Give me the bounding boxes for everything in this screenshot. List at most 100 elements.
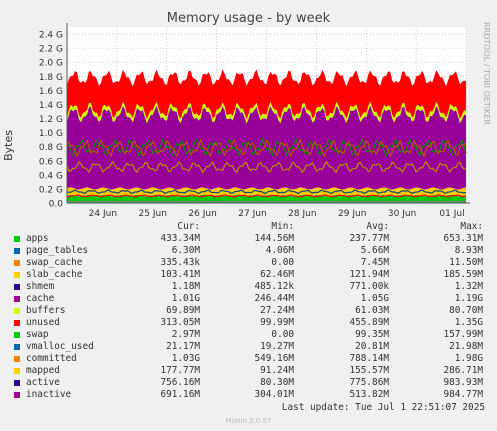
legend-swatch: [14, 380, 20, 386]
y-tick-label: 2.0 G: [39, 59, 63, 69]
legend-value-min: 27.24M: [260, 305, 294, 316]
x-tick-label: 28 Jun: [288, 209, 316, 219]
legend-value-cur: 691.16M: [160, 389, 200, 400]
y-tick-label: 0.4 G: [39, 171, 63, 181]
legend-swatch: [14, 344, 20, 350]
legend-swatch: [14, 320, 20, 326]
legend-value-min: 99.99M: [260, 317, 294, 328]
legend-value-min: 62.46M: [260, 269, 294, 280]
y-tick-label: 0.6 G: [39, 157, 63, 167]
legend-value-cur: 1.01G: [171, 293, 200, 304]
y-tick-label: 1.0 G: [39, 129, 63, 139]
legend-value-max: 80.70M: [449, 305, 483, 316]
legend-value-min: 304.01M: [254, 389, 294, 400]
legend-value-max: 8.93M: [454, 245, 483, 256]
legend-row-vmalloc-used: vmalloc_used 21.17M 19.27M 20.81M 21.98M: [0, 341, 497, 353]
legend-header: Cur: Min: Avg: Max:: [0, 221, 497, 233]
area-unused: [67, 69, 466, 120]
legend-value-max: 1.19G: [454, 293, 483, 304]
chart-canvas: 0.0 0.2 G 0.4 G 0.6 G 0.8 G 1.0 G 1.2 G 1.4 G 1.…: [39, 23, 470, 219]
legend-value-avg: 7.45M: [360, 257, 389, 268]
legend-series-name: shmem: [26, 281, 55, 292]
legend-value-avg: 1.05G: [360, 293, 389, 304]
legend: Cur: Min: Avg: Max: apps 433.34M 144.56M 23…: [0, 221, 497, 401]
area-slab-cache: [67, 187, 466, 197]
legend-swatch: [14, 356, 20, 362]
legend-value-cur: 335.43k: [160, 257, 200, 268]
legend-swatch: [14, 368, 20, 374]
line-committed: [66, 137, 467, 158]
legend-value-cur: 6.30M: [171, 245, 200, 256]
legend-value-avg: 771.00k: [349, 281, 389, 292]
legend-value-max: 286.71M: [443, 365, 483, 376]
legend-value-max: 11.50M: [449, 257, 483, 268]
x-tick-label: 24 Jun: [89, 209, 117, 219]
legend-row-slab-cache: slab_cache 103.41M 62.46M 121.94M 185.59M: [0, 269, 497, 281]
legend-value-cur: 69.89M: [166, 305, 200, 316]
legend-swatch: [14, 272, 20, 278]
legend-value-cur: 177.77M: [160, 365, 200, 376]
series-lines: [66, 137, 467, 203]
legend-row-buffers: buffers 69.89M 27.24M 61.03M 80.70M: [0, 305, 497, 317]
legend-value-max: 1.98G: [454, 353, 483, 364]
legend-value-avg: 513.82M: [349, 389, 389, 400]
legend-rows: apps 433.34M 144.56M 237.77M 653.31M page_tab…: [0, 233, 497, 401]
legend-row-cache: cache 1.01G 246.44M 1.05G 1.19G: [0, 293, 497, 305]
y-tick-label: 2.2 G: [39, 45, 63, 55]
axes: 0.0 0.2 G 0.4 G 0.6 G 0.8 G 1.0 G 1.2 G 1.4 G 1.…: [39, 23, 470, 219]
y-tick-label: 1.2 G: [39, 115, 63, 125]
legend-value-min: 19.27M: [260, 341, 294, 352]
line-swap: [66, 194, 466, 198]
legend-series-name: unused: [26, 317, 60, 328]
legend-row-page-tables: page_tables 6.30M 4.06M 5.66M 8.93M: [0, 245, 497, 257]
legend-value-cur: 756.16M: [160, 377, 200, 388]
x-tick-label: 01 Jul: [439, 209, 464, 219]
y-tick-label: 1.6 G: [39, 87, 63, 97]
legend-swatch: [14, 260, 20, 266]
legend-value-min: 0.00: [271, 329, 294, 340]
area-page-tables: [67, 194, 466, 197]
legend-value-min: 4.06M: [265, 245, 294, 256]
y-tick-label: 1.4 G: [39, 101, 63, 111]
legend-header-min: Min:: [271, 221, 294, 232]
line-mapped: [66, 189, 467, 195]
munin-version: Munin 2.0.57: [225, 417, 272, 425]
legend-row-swap-cache: swap_cache 335.43k 0.00 7.45M 11.50M: [0, 257, 497, 269]
legend-series-name: cache: [26, 293, 55, 304]
legend-value-max: 983.93M: [443, 377, 483, 388]
legend-row-apps: apps 433.34M 144.56M 237.77M 653.31M: [0, 233, 497, 245]
legend-value-cur: 433.34M: [160, 233, 200, 244]
legend-swatch: [14, 236, 20, 242]
legend-value-max: 157.99M: [443, 329, 483, 340]
legend-value-avg: 121.94M: [349, 269, 389, 280]
legend-series-name: inactive: [26, 389, 72, 400]
legend-series-name: apps: [26, 233, 49, 244]
legend-value-min: 144.56M: [254, 233, 294, 244]
legend-value-avg: 455.89M: [349, 317, 389, 328]
legend-value-min: 549.16M: [254, 353, 294, 364]
legend-value-cur: 21.17M: [166, 341, 200, 352]
legend-value-max: 21.98M: [449, 341, 483, 352]
legend-value-cur: 1.03G: [171, 353, 200, 364]
legend-value-cur: 313.05M: [160, 317, 200, 328]
y-tick-label: 0.0: [49, 200, 64, 210]
legend-series-name: vmalloc_used: [26, 341, 94, 352]
y-tick-label: 1.8 G: [39, 73, 63, 83]
legend-value-max: 984.77M: [443, 389, 483, 400]
x-tick-label: 29 Jun: [338, 209, 366, 219]
legend-swatch: [14, 308, 20, 314]
legend-value-avg: 99.35M: [355, 329, 389, 340]
line-inactive: [66, 160, 467, 174]
legend-header-cur: Cur:: [177, 221, 200, 232]
area-buffers: [67, 101, 466, 124]
legend-row-shmem: shmem 1.18M 485.12k 771.00k 1.32M: [0, 281, 497, 293]
legend-value-cur: 1.18M: [171, 281, 200, 292]
legend-value-avg: 61.03M: [355, 305, 389, 316]
legend-header-max: Max:: [460, 221, 483, 232]
legend-series-name: page_tables: [26, 245, 89, 256]
legend-series-name: buffers: [26, 305, 66, 316]
legend-value-cur: 103.41M: [160, 269, 200, 280]
last-update: Last update: Tue Jul 1 22:51:07 2025: [281, 402, 485, 413]
x-tick-label: 30 Jun: [388, 209, 416, 219]
legend-value-max: 1.35G: [454, 317, 483, 328]
